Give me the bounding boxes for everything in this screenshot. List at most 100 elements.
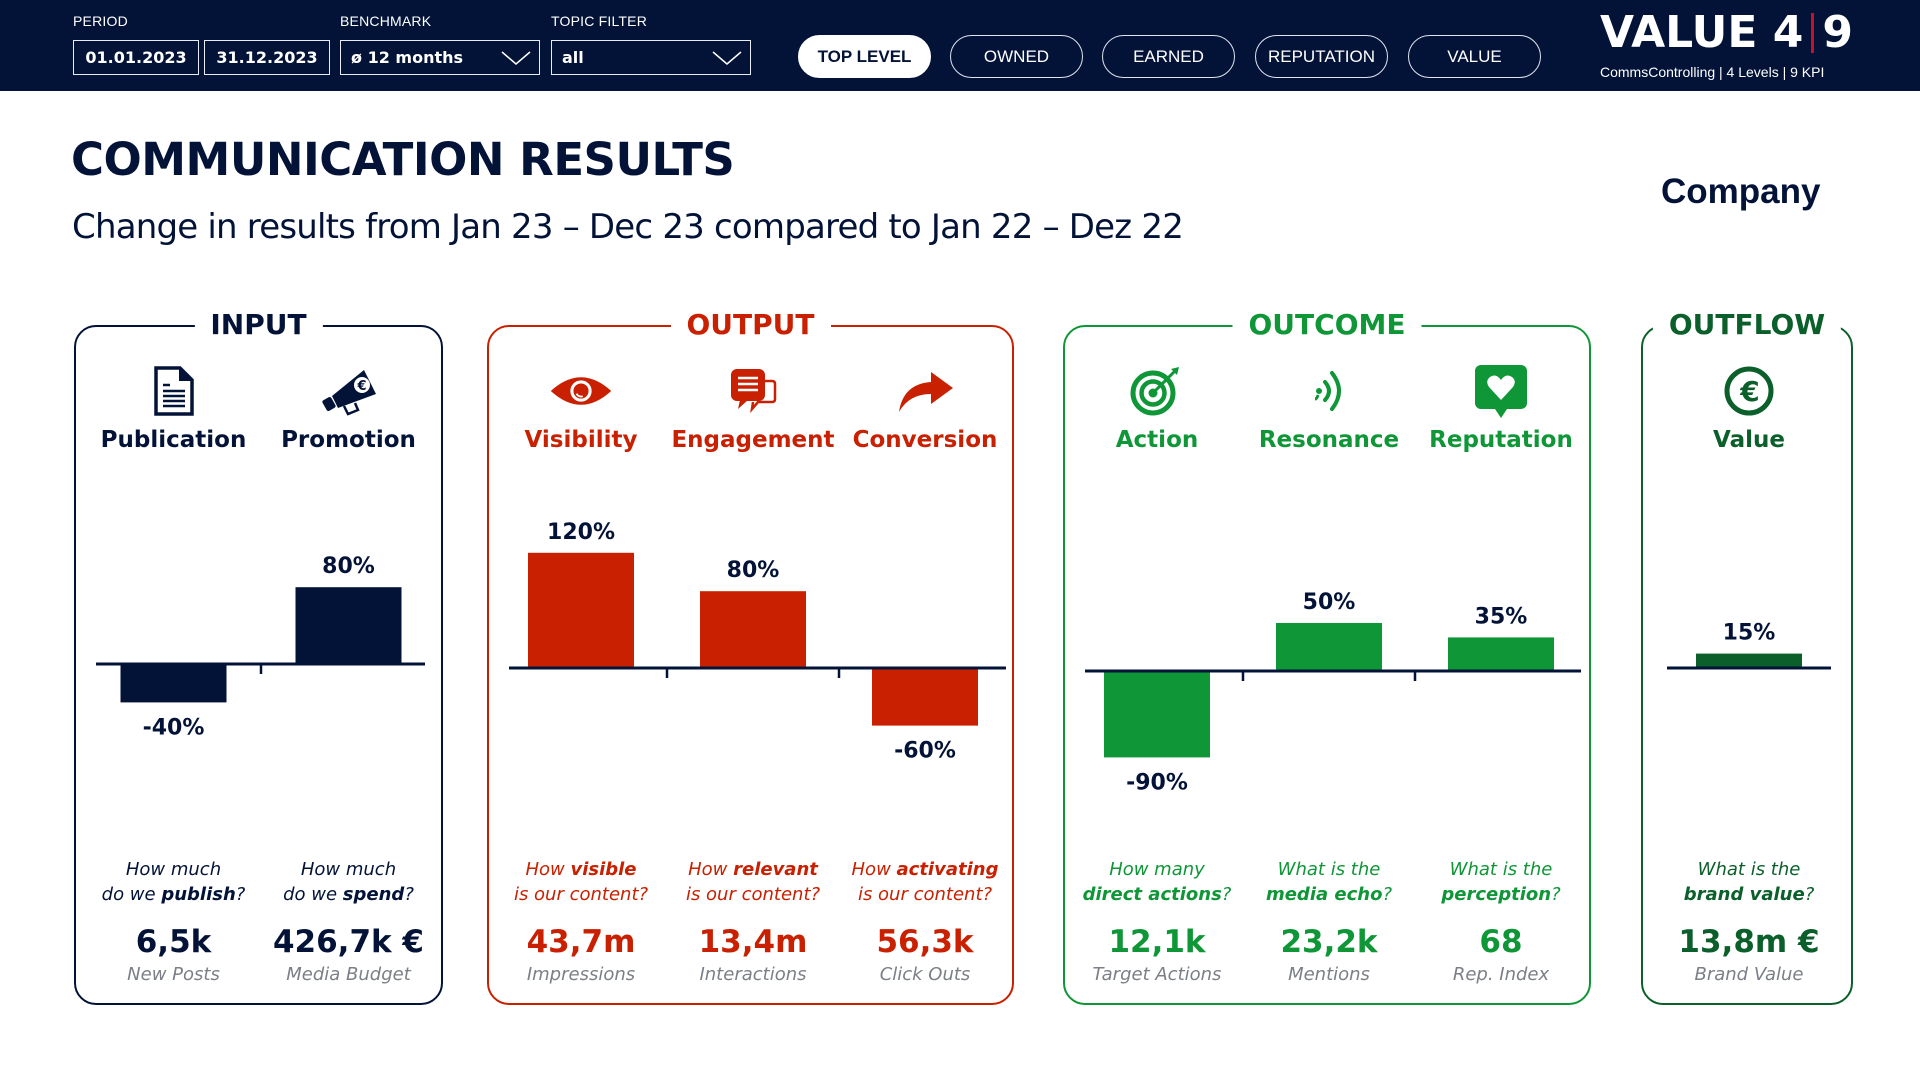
question-mark: ? bbox=[1221, 884, 1232, 905]
question-text: do we bbox=[101, 884, 162, 905]
tab-owned[interactable]: OWNED bbox=[950, 35, 1083, 78]
kpi-question: How relevant is our content? bbox=[667, 857, 839, 907]
tab-value[interactable]: VALUE bbox=[1408, 35, 1541, 78]
question-line-1: How much bbox=[300, 859, 397, 880]
bar-data-label: 80% bbox=[727, 558, 780, 583]
kpi-unit: Interactions bbox=[699, 964, 807, 985]
kpi-question: How much do we spend? bbox=[261, 857, 436, 907]
euro-coin-icon: € bbox=[1717, 363, 1781, 419]
question-mark: ? bbox=[1804, 884, 1815, 905]
heart-speech-icon bbox=[1469, 363, 1533, 419]
period-end-value: 31.12.2023 bbox=[216, 48, 318, 67]
kpi-unit: Brand Value bbox=[1694, 964, 1804, 985]
chat-bubbles-icon bbox=[721, 363, 785, 419]
question-line-1: How activating bbox=[852, 859, 999, 880]
svg-text:€: € bbox=[1739, 375, 1759, 408]
topic-filter-value: all bbox=[562, 48, 584, 67]
topic-filter-dropdown[interactable]: all bbox=[551, 40, 751, 75]
category-label: Promotion bbox=[281, 427, 416, 453]
bar-data-label: 80% bbox=[322, 554, 375, 579]
benchmark-dropdown[interactable]: ø 12 months bbox=[340, 40, 540, 75]
bar-data-label: 35% bbox=[1475, 604, 1528, 629]
panel-output: OUTPUT 120% 80% -60% Visibility How visible is… bbox=[487, 307, 1014, 1005]
question-line-2: is our content? bbox=[513, 884, 649, 905]
question-line-1: What is the bbox=[1277, 859, 1381, 880]
panel-input: INPUT -40% 80% Publication How much do we pub… bbox=[74, 307, 443, 1005]
period-end-input[interactable]: 31.12.2023 bbox=[204, 40, 330, 75]
brand-separator bbox=[1811, 13, 1815, 53]
kpi-question: What is the media echo? bbox=[1243, 857, 1415, 907]
question-emphasis: activating bbox=[896, 859, 999, 880]
bar-data-label: -90% bbox=[1126, 770, 1188, 795]
kpi-column-publication: Publication How much do we publish? 6,5k New… bbox=[86, 327, 261, 1003]
kpi-question: How many direct actions? bbox=[1071, 857, 1243, 907]
kpi-unit: Target Actions bbox=[1092, 964, 1222, 985]
category-label: Publication bbox=[100, 427, 247, 453]
question-text: do we bbox=[283, 884, 343, 905]
kpi-column-engagement: Engagement How relevant is our content? 13,… bbox=[667, 327, 839, 1003]
question-line-1: How visible bbox=[525, 859, 636, 880]
question-mark: ? bbox=[1551, 884, 1561, 905]
bar-conversion bbox=[872, 668, 978, 726]
panel-title: OUTCOME bbox=[1232, 307, 1422, 343]
bar-chart: 15% bbox=[1667, 621, 1831, 670]
bar-promotion bbox=[295, 587, 402, 664]
panel-outcome: OUTCOME -90% 50% 35% Action How many direct ac… bbox=[1063, 307, 1591, 1005]
target-icon bbox=[1125, 363, 1189, 419]
period-label: PERIOD bbox=[73, 13, 128, 29]
document-icon bbox=[142, 363, 206, 419]
category-label: Engagement bbox=[671, 427, 835, 453]
kpi-unit: Rep. Index bbox=[1452, 964, 1550, 985]
tab-earned[interactable]: EARNED bbox=[1102, 35, 1235, 78]
question-line-2: brand value? bbox=[1684, 884, 1815, 905]
question-line-2: media echo? bbox=[1266, 884, 1392, 905]
top-bar: PERIOD 01.01.2023 31.12.2023 BENCHMARK ø… bbox=[0, 0, 1920, 91]
panel-title: OUTPUT bbox=[670, 307, 831, 343]
kpi-value: 56,3k bbox=[876, 924, 974, 960]
period-start-input[interactable]: 01.01.2023 bbox=[73, 40, 199, 75]
bar-resonance bbox=[1276, 623, 1382, 671]
panel-outflow: OUTFLOW 15% € Value What is the brand value? 1… bbox=[1641, 307, 1855, 1005]
tab-top-level[interactable]: TOP LEVEL bbox=[798, 35, 931, 78]
question-line-2: do we spend? bbox=[283, 884, 414, 905]
kpi-unit: Media Budget bbox=[286, 964, 411, 985]
kpi-column-conversion: Conversion How activating is our content? 5… bbox=[839, 327, 1011, 1003]
tab-reputation[interactable]: REPUTATION bbox=[1255, 35, 1388, 78]
chevron-down-icon bbox=[501, 50, 531, 65]
category-label: Value bbox=[1713, 427, 1785, 453]
question-emphasis: media echo bbox=[1265, 884, 1383, 905]
kpi-value: 13,8m € bbox=[1678, 924, 1820, 960]
kpi-value: 68 bbox=[1479, 924, 1523, 960]
kpi-column-value: € Value What is the brand value? 13,8m € Bran… bbox=[1643, 327, 1855, 1003]
kpi-column-resonance: Resonance What is the media echo? 23,2k Ment… bbox=[1243, 327, 1415, 1003]
question-mark: ? bbox=[235, 884, 246, 905]
question-line-2: is our content? bbox=[685, 884, 821, 905]
question-mark: ? bbox=[404, 884, 414, 905]
bar-value bbox=[1696, 653, 1802, 668]
share-arrow-icon bbox=[893, 363, 957, 419]
question-emphasis: brand value bbox=[1683, 884, 1805, 905]
page-subtitle: Change in results from Jan 23 – Dec 23 c… bbox=[72, 207, 1184, 247]
kpi-question: How activating is our content? bbox=[839, 857, 1011, 907]
bar-chart: -40% 80% bbox=[96, 554, 425, 740]
kpi-question: What is the perception? bbox=[1415, 857, 1587, 907]
question-line-2: is our content? bbox=[857, 884, 993, 905]
question-line-1: How much bbox=[125, 859, 222, 880]
kpi-value: 13,4m bbox=[698, 924, 808, 960]
eye-icon bbox=[549, 363, 613, 419]
question-emphasis: publish bbox=[161, 884, 236, 905]
kpi-column-promotion: € Promotion How much do we spend? 426,7k € Me… bbox=[261, 327, 436, 1003]
bar-publication bbox=[120, 664, 227, 703]
kpi-value: 43,7m bbox=[526, 924, 636, 960]
kpi-unit: New Posts bbox=[127, 964, 220, 985]
kpi-unit: Mentions bbox=[1288, 964, 1370, 985]
kpi-value: 6,5k bbox=[135, 924, 212, 960]
brand-title: VALUE 4 9 bbox=[1600, 8, 1880, 58]
bar-chart: -90% 50% 35% bbox=[1085, 590, 1581, 795]
bar-visibility bbox=[528, 552, 634, 668]
category-label: Resonance bbox=[1258, 427, 1400, 453]
kpi-unit: Click Outs bbox=[879, 964, 971, 985]
bar-data-label: -60% bbox=[894, 739, 956, 764]
bar-data-label: 15% bbox=[1723, 621, 1776, 646]
page-title: COMMUNICATION RESULTS bbox=[71, 133, 735, 186]
